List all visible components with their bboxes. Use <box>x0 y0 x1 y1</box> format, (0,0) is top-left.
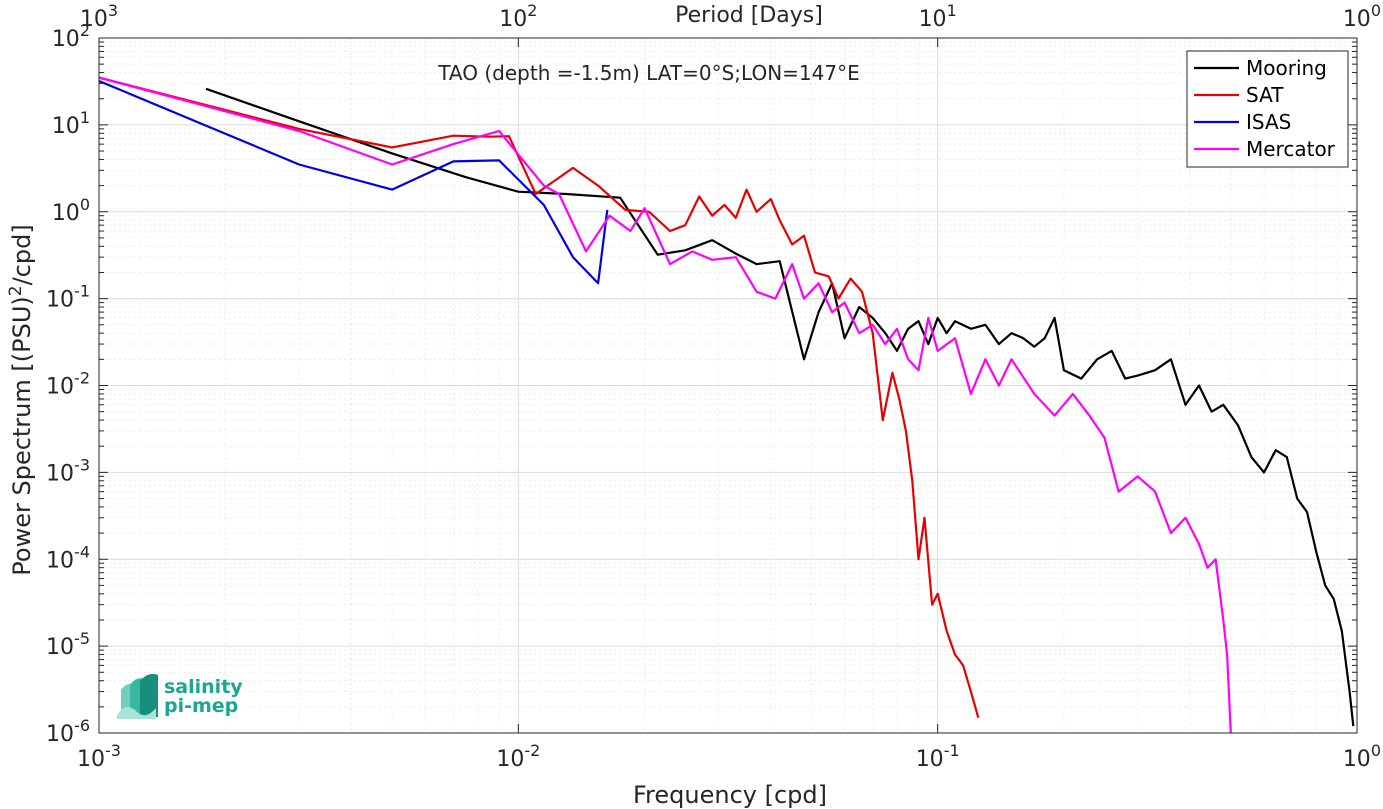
legend-label-mooring: Mooring <box>1246 56 1327 80</box>
series-line-mooring <box>205 87 1355 727</box>
series-line-sat <box>98 76 980 719</box>
top-tick-label: 101 <box>919 1 957 32</box>
y-tick-label: 101 <box>52 108 90 139</box>
x-axis-label: Frequency [cpd] <box>633 781 827 809</box>
y-tick-label: 10-6 <box>46 716 90 747</box>
y-axis-label: Power Spectrum [(PSU)2/cpd] <box>6 224 36 575</box>
x-tick-label: 10-2 <box>496 741 540 772</box>
y-tick-label: 100 <box>52 195 90 226</box>
top-tick-label: 103 <box>80 1 118 32</box>
logo-text-line2: pi-mep <box>164 695 238 717</box>
y-tick-label: 10-1 <box>46 282 90 313</box>
y-tick-label: 10-3 <box>46 455 90 486</box>
legend-box <box>1186 50 1349 168</box>
logo-text-line1: salinity <box>164 676 243 698</box>
y-tick-label: 10-5 <box>46 629 90 660</box>
y-tick-label: 102 <box>52 21 90 52</box>
x-tick-label: 10-1 <box>916 741 960 772</box>
logo-icon <box>117 673 158 719</box>
y-tick-label: 10-2 <box>46 369 90 400</box>
legend-label-sat: SAT <box>1246 83 1284 107</box>
chart-title: TAO (depth =-1.5m) LAT=0°S;LON=147°E <box>437 61 859 85</box>
series-line-isas <box>98 79 609 285</box>
salinity-pi-mep-logo: salinity pi-mep <box>117 673 243 719</box>
legend-label-isas: ISAS <box>1246 110 1291 134</box>
grid <box>99 38 1357 733</box>
top-tick-label: 100 <box>1343 1 1381 32</box>
series-line-mercator <box>98 76 1232 734</box>
top-x-axis-label: Period [Days] <box>675 3 823 28</box>
series-layer <box>98 76 1355 734</box>
top-tick-label: 102 <box>499 1 537 32</box>
x-tick-label: 100 <box>1343 741 1381 772</box>
y-tick-label: 10-4 <box>46 542 90 573</box>
x-tick-label: 10-3 <box>77 741 121 772</box>
legend: Mooring SAT ISAS Mercator <box>1186 50 1349 168</box>
legend-label-mercator: Mercator <box>1246 137 1336 161</box>
